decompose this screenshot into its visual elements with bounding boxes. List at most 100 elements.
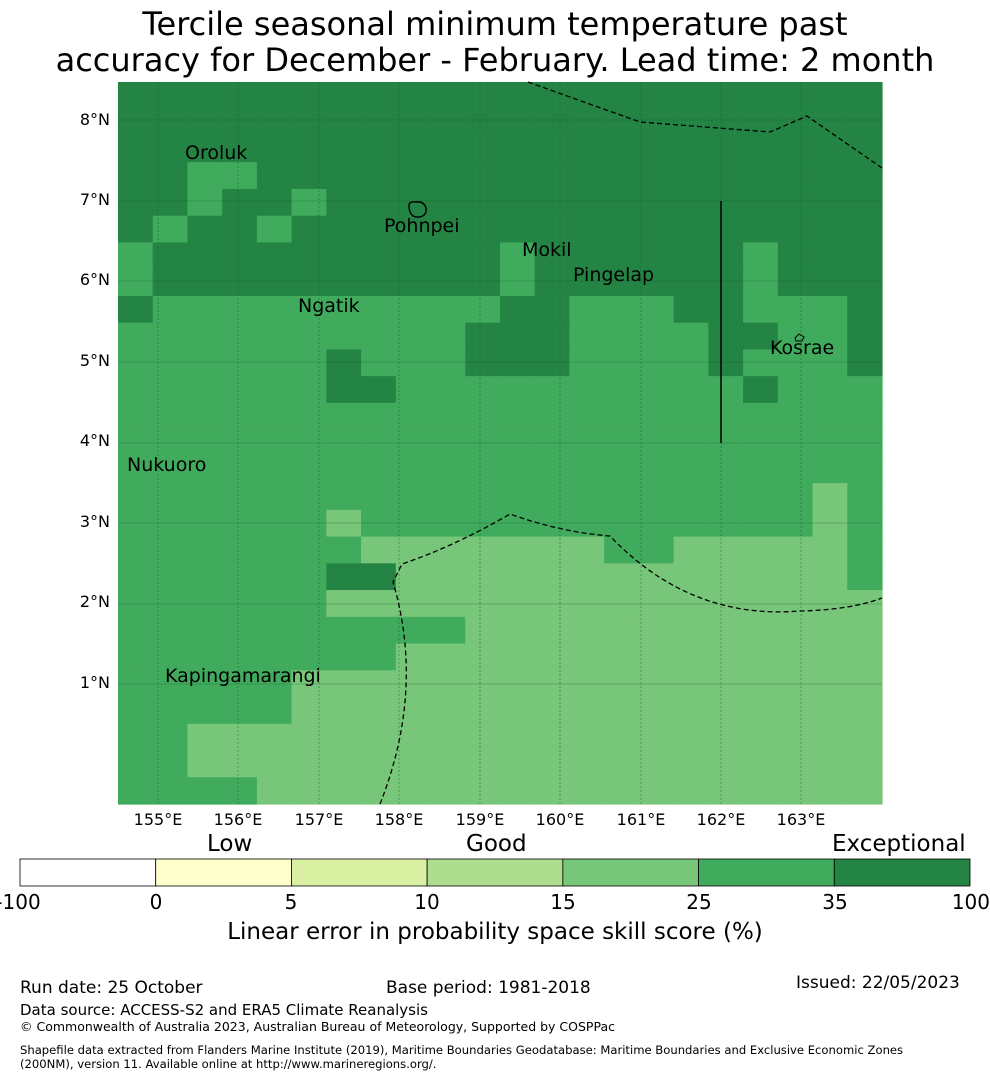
grid-cell	[812, 135, 848, 163]
grid-cell	[152, 697, 189, 725]
grid-cell	[743, 215, 779, 244]
grid-cell	[361, 376, 397, 404]
grid-cell	[291, 269, 327, 297]
grid-cell	[395, 269, 432, 297]
grid-cell	[430, 269, 466, 297]
grid-cell	[326, 509, 362, 538]
grid-cell	[812, 483, 848, 511]
grid-cell	[291, 162, 327, 190]
grid-cell	[326, 269, 362, 297]
grid-cell	[743, 750, 779, 778]
grid-cell	[812, 269, 848, 297]
grid-cell	[291, 456, 327, 484]
lat-tick-1n: 1°N	[79, 673, 110, 692]
grid-cell	[256, 563, 293, 591]
grid-cell	[743, 509, 779, 538]
colorbar-tick-0: 0	[149, 890, 163, 914]
grid-cell	[256, 536, 293, 564]
grid-cell	[187, 82, 223, 110]
grid-cell	[326, 536, 362, 564]
colorbar-band-good: Good	[466, 831, 527, 857]
grid-cell	[534, 215, 571, 244]
grid-cell	[222, 723, 258, 752]
grid-cell	[430, 82, 466, 110]
grid-cell	[430, 215, 466, 244]
grid-cell	[743, 269, 779, 297]
grid-cell	[708, 616, 744, 645]
grid-cell	[291, 643, 327, 671]
grid-cell	[777, 242, 814, 270]
grid-cell	[847, 269, 883, 297]
grid-cell	[395, 509, 432, 538]
grid-cell	[569, 108, 605, 137]
grid-cell	[430, 616, 466, 645]
grid-cell	[256, 242, 293, 270]
grid-cell	[118, 723, 154, 752]
grid-cell	[187, 750, 223, 778]
grid-cell	[673, 402, 709, 431]
grid-cell	[743, 616, 779, 645]
grid-cell	[812, 563, 848, 591]
colorbar-label: Linear error in probability space skill …	[227, 919, 763, 945]
grid-cell	[534, 483, 571, 511]
grid-cell	[638, 643, 675, 671]
grid-cell	[326, 777, 362, 805]
grid-cell	[812, 322, 848, 351]
grid-cell	[395, 643, 432, 671]
grid-cell	[812, 108, 848, 137]
grid-cell	[569, 269, 605, 297]
grid-cell	[187, 483, 223, 511]
grid-cell	[361, 295, 397, 324]
grid-cell	[291, 82, 327, 110]
grid-cell	[395, 82, 432, 110]
grid-cell	[500, 349, 536, 377]
grid-cell	[291, 509, 327, 538]
grid-cell	[430, 723, 466, 752]
grid-cell	[673, 616, 709, 645]
grid-cell	[812, 215, 848, 244]
grid-cell	[500, 777, 536, 805]
grid-cell	[256, 295, 293, 324]
grid-cell	[604, 269, 640, 297]
grid-cell	[604, 349, 640, 377]
grid-cell	[256, 643, 293, 671]
grid-cell	[222, 563, 258, 591]
colorbar-tick-minus100: -100	[0, 890, 41, 914]
grid-cell	[708, 402, 744, 431]
grid-cell	[708, 188, 744, 217]
grid-cell	[118, 322, 154, 351]
grid-cell	[256, 162, 293, 190]
grid-cell	[777, 215, 814, 244]
grid-cell	[395, 295, 432, 324]
grid-cell	[395, 215, 432, 244]
grid-cell	[569, 616, 605, 645]
grid-cell	[812, 456, 848, 484]
grid-cell	[673, 483, 709, 511]
colorbar	[19, 858, 971, 887]
colorbar-tick-25: 25	[686, 890, 712, 914]
grid-cell	[256, 402, 293, 431]
place-label-kapingamarangi: Kapingamarangi	[165, 665, 321, 687]
grid-cell	[569, 322, 605, 351]
grid-cell	[777, 349, 814, 377]
grid-cell	[291, 616, 327, 645]
grid-cell	[430, 483, 466, 511]
grid-cell	[500, 643, 536, 671]
grid-cell	[152, 402, 189, 431]
grid-cell	[708, 456, 744, 484]
grid-cell	[777, 536, 814, 564]
grid-cell	[534, 750, 571, 778]
grid-cell	[152, 456, 189, 484]
grid-cell	[534, 643, 571, 671]
grid-cell	[118, 269, 154, 297]
grid-cell	[743, 322, 779, 351]
grid-cell	[604, 162, 640, 190]
grid-cell	[291, 483, 327, 511]
colorbar-segment	[155, 858, 292, 887]
grid-cell	[500, 295, 536, 324]
grid-cell	[291, 215, 327, 244]
grid-cell	[569, 215, 605, 244]
grid-cell	[777, 616, 814, 645]
grid-cell	[465, 215, 501, 244]
grid-cell	[673, 215, 709, 244]
